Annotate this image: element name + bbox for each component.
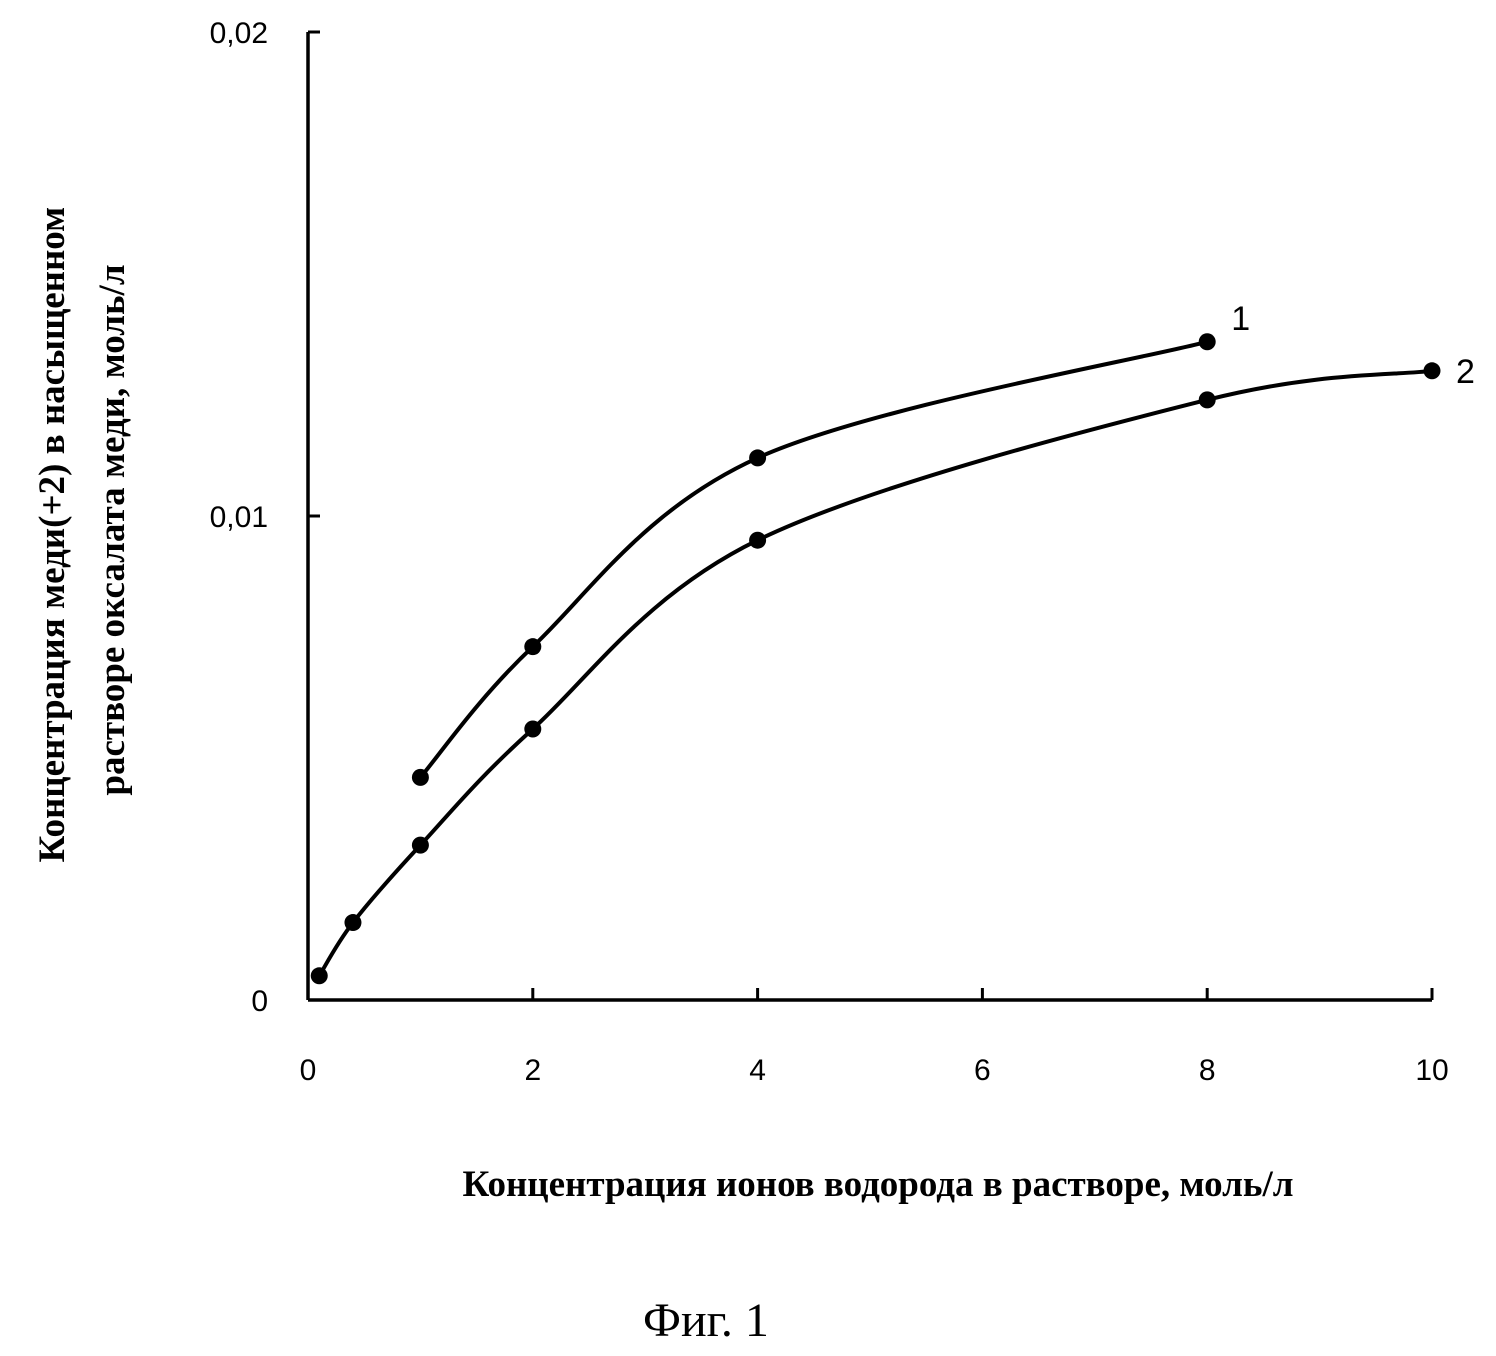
data-point bbox=[1199, 391, 1216, 408]
series-line-1 bbox=[420, 342, 1207, 778]
figure-caption: Фиг. 1 bbox=[643, 1294, 769, 1347]
data-point bbox=[1199, 333, 1216, 350]
x-axis-title: Концентрация ионов водорода в растворе, … bbox=[462, 1164, 1293, 1205]
x-tick-label: 6 bbox=[974, 1054, 991, 1087]
series-line-2 bbox=[319, 371, 1432, 976]
y-tick-label: 0,02 bbox=[210, 17, 268, 50]
series-2: 2 bbox=[311, 353, 1475, 985]
y-tick-label: 0,01 bbox=[210, 501, 268, 534]
y-axis-title-line-2: растворе оксалата меди, моль/л bbox=[92, 264, 133, 795]
data-point bbox=[1424, 362, 1441, 379]
data-point bbox=[524, 638, 541, 655]
data-point bbox=[311, 967, 328, 984]
y-axis-title-line-1: Концентрация меди(+2) в насыщенном bbox=[32, 207, 73, 863]
data-point bbox=[412, 837, 429, 854]
series-layer: 12 bbox=[311, 300, 1475, 985]
axes: 0 2 4 6 8 10 0 0,01 0,02 bbox=[210, 17, 1449, 1087]
x-tick-label: 2 bbox=[524, 1054, 541, 1087]
x-tick-label: 10 bbox=[1415, 1054, 1448, 1087]
series-label-2: 2 bbox=[1456, 353, 1475, 391]
series-1: 1 bbox=[412, 300, 1250, 786]
data-point bbox=[749, 449, 766, 466]
data-point bbox=[344, 914, 361, 931]
x-tick-label: 8 bbox=[1199, 1054, 1216, 1087]
y-tick-label: 0 bbox=[251, 985, 268, 1018]
x-tick-label: 4 bbox=[749, 1054, 766, 1087]
series-label-1: 1 bbox=[1231, 300, 1250, 338]
data-point bbox=[749, 532, 766, 549]
x-tick-label: 0 bbox=[300, 1054, 317, 1087]
data-point bbox=[412, 769, 429, 786]
data-point bbox=[524, 720, 541, 737]
y-axis-title: Концентрация меди(+2) в насыщенном раств… bbox=[32, 197, 133, 862]
